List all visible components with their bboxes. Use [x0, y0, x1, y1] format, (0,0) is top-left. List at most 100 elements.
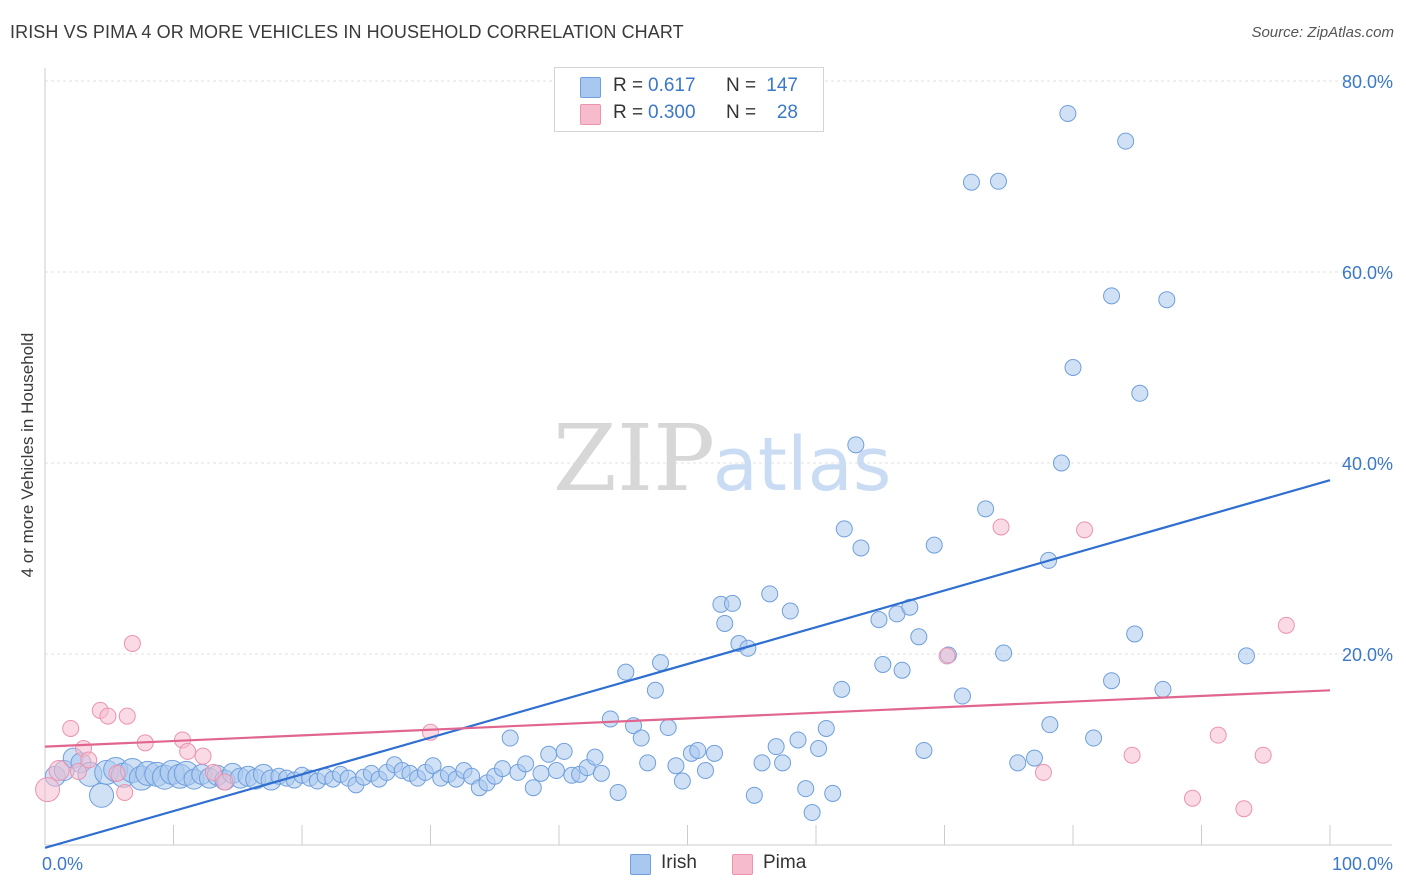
- data-points: [35, 104, 1295, 822]
- irish-point: [689, 741, 707, 759]
- source-credit: Source: ZipAtlas.com: [1251, 24, 1394, 41]
- irish-point: [517, 755, 535, 773]
- n-label: N =: [726, 102, 757, 123]
- trend-lines: [44, 479, 1331, 849]
- y-tick-label: 80.0%: [1342, 72, 1393, 92]
- y-tick-label: 40.0%: [1342, 454, 1393, 474]
- irish-point: [1064, 359, 1082, 376]
- irish-point: [753, 754, 771, 772]
- irish-point: [989, 172, 1007, 190]
- pima-point: [1123, 746, 1141, 764]
- pima-point: [108, 764, 126, 782]
- pima-swatch: [580, 104, 601, 125]
- irish-point: [601, 710, 619, 728]
- pima-point: [1076, 521, 1094, 539]
- irish-point: [652, 654, 670, 672]
- r-label: R =: [613, 75, 644, 96]
- irish-point: [874, 656, 892, 674]
- pima-point: [1034, 763, 1052, 781]
- irish-point: [893, 661, 911, 679]
- irish-point: [835, 520, 853, 538]
- y-tick-label: 60.0%: [1342, 263, 1393, 283]
- irish-point: [592, 764, 610, 782]
- pima-point: [69, 762, 87, 780]
- pima-point: [1209, 726, 1227, 744]
- irish-point: [995, 644, 1013, 662]
- irish-point: [925, 536, 943, 554]
- pima-point: [80, 751, 98, 769]
- irish-point: [962, 173, 980, 191]
- irish-point: [659, 719, 677, 737]
- irish-point: [1059, 104, 1077, 122]
- pima-point: [118, 707, 136, 725]
- irish-swatch: [630, 854, 651, 875]
- irish-point: [1126, 625, 1144, 643]
- pima-point: [116, 783, 134, 801]
- irish-point: [781, 602, 799, 620]
- r-label: R =: [613, 102, 644, 123]
- irish-point: [767, 738, 785, 756]
- irish-point: [1052, 454, 1070, 472]
- irish-point: [716, 614, 734, 632]
- irish-point: [667, 757, 685, 775]
- gridlines: [45, 80, 1392, 655]
- pima-point: [1277, 616, 1295, 634]
- irish-point: [852, 539, 870, 557]
- x-tick-label: 100.0%: [1332, 854, 1393, 874]
- n-label: N =: [726, 75, 757, 96]
- pima-trendline: [44, 689, 1331, 748]
- pima-point: [216, 773, 234, 791]
- irish-point: [673, 772, 691, 790]
- irish-point: [1103, 672, 1121, 690]
- pima-swatch: [732, 854, 753, 875]
- irish-point: [915, 741, 933, 759]
- irish-point: [1009, 754, 1027, 772]
- irish-point: [609, 783, 627, 801]
- legend-row-irish: R = 0.617 N = 147: [555, 73, 823, 101]
- pima-point: [123, 634, 141, 652]
- irish-point: [1237, 647, 1255, 665]
- pima-point: [204, 763, 222, 781]
- irish-point: [586, 748, 604, 766]
- irish-point: [1103, 287, 1121, 305]
- irish-point: [847, 436, 865, 454]
- irish-point: [547, 762, 565, 780]
- irish-point: [501, 729, 519, 747]
- irish-point: [540, 745, 558, 763]
- pima-point: [938, 647, 956, 665]
- irish-point: [810, 740, 828, 758]
- irish-point: [745, 786, 763, 804]
- pima-point: [1254, 746, 1272, 764]
- watermark: ZIP atlas: [553, 405, 892, 512]
- irish-point: [1131, 384, 1149, 402]
- pima-point: [1235, 800, 1253, 818]
- watermark-atlas: atlas: [713, 422, 892, 508]
- irish-trendline: [44, 479, 1331, 849]
- irish-point: [639, 754, 657, 772]
- pima-point: [194, 747, 212, 765]
- x-tick-label: 0.0%: [42, 854, 83, 874]
- y-tick-label: 20.0%: [1342, 645, 1393, 665]
- pima-point: [992, 518, 1010, 536]
- irish-point: [89, 782, 115, 808]
- irish-point: [532, 764, 550, 782]
- irish-point: [617, 663, 635, 681]
- irish-swatch: [580, 77, 601, 98]
- n-value: 28: [776, 102, 798, 123]
- irish-point: [632, 729, 650, 747]
- irish-point: [797, 780, 815, 798]
- irish-point: [646, 681, 664, 699]
- irish-point: [833, 680, 851, 698]
- irish-point: [977, 500, 995, 518]
- irish-point: [1117, 132, 1135, 150]
- irish-point: [723, 594, 741, 612]
- irish-point: [870, 611, 888, 629]
- axes: [44, 68, 1392, 846]
- tick-labels: 20.0% 40.0% 60.0% 80.0% 0.0% 100.0%: [42, 72, 1393, 874]
- irish-point: [424, 757, 442, 775]
- r-value: 0.300: [648, 102, 696, 123]
- irish-point: [1085, 729, 1103, 747]
- irish-point: [705, 744, 723, 762]
- irish-point: [789, 731, 807, 749]
